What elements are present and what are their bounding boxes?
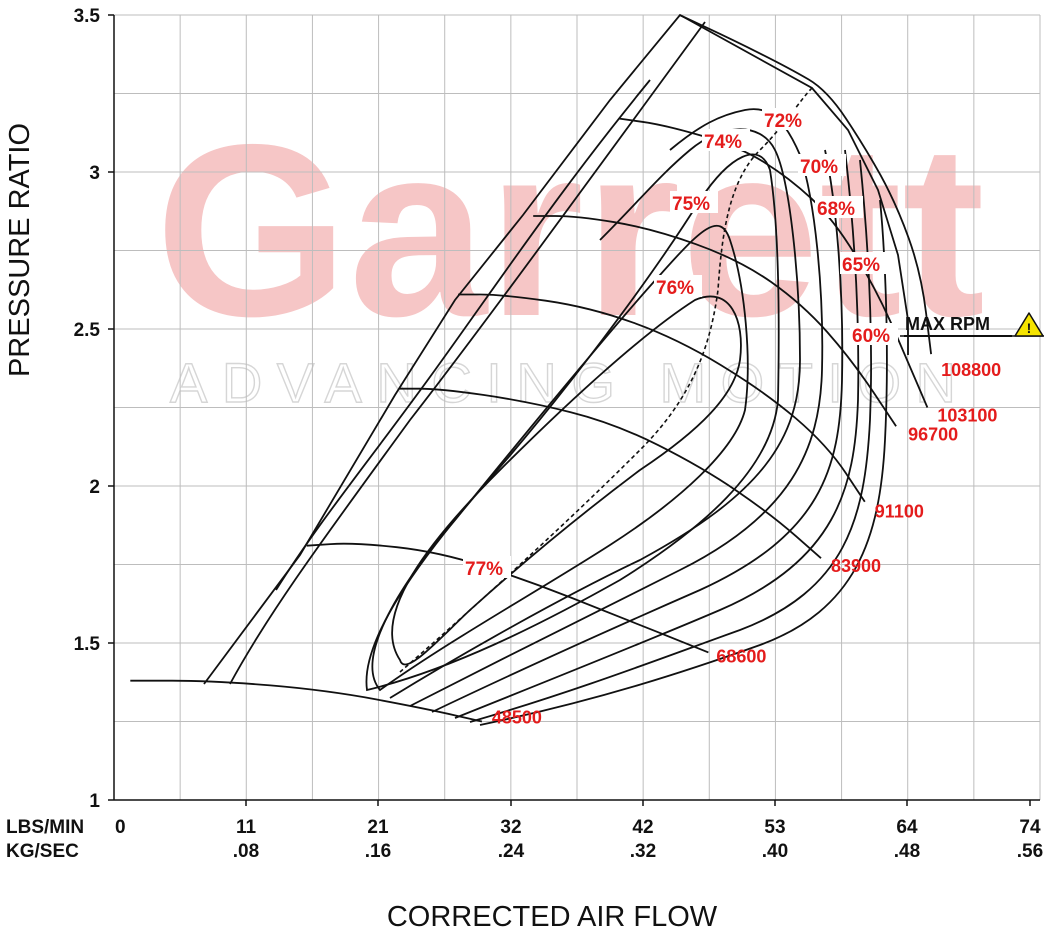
watermark-brand: Garrett bbox=[155, 93, 985, 367]
y-tick-label: 3.5 bbox=[74, 6, 101, 27]
map-curves bbox=[203, 13, 909, 726]
efficiency-label: 68% bbox=[817, 199, 855, 220]
speed-line-label: 96700 bbox=[908, 424, 958, 444]
surge-region-line bbox=[229, 21, 706, 685]
x-tick-label-kg: .48 bbox=[894, 841, 920, 862]
x-tick-label-lbs: 21 bbox=[367, 817, 389, 838]
efficiency-island-72 bbox=[409, 108, 824, 707]
speed-line-48500 bbox=[130, 679, 483, 723]
y-tick-label: 1 bbox=[89, 791, 100, 812]
x-tick-label-lbs: 53 bbox=[764, 817, 785, 838]
efficiency-label: 60% bbox=[852, 326, 890, 347]
x-tick-label-kg: .16 bbox=[365, 841, 391, 862]
efficiency-label: 77% bbox=[465, 559, 503, 580]
svg-text:!: ! bbox=[1027, 320, 1032, 336]
efficiency-label: 75% bbox=[672, 194, 710, 215]
speed-line-label: 108800 bbox=[941, 360, 1001, 380]
efficiency-labels: 77% 76% 75% 74% 72% 70% 68% 65% 60% bbox=[463, 108, 898, 580]
efficiency-island-74 bbox=[389, 128, 801, 699]
speed-line-91100 bbox=[458, 293, 866, 503]
x-tick-label-lbs: 64 bbox=[896, 817, 918, 838]
speed-line-label: 48500 bbox=[492, 708, 542, 728]
chart-grid bbox=[114, 14, 1041, 800]
max-rpm-label: MAX RPM bbox=[905, 314, 990, 334]
speed-line-108800 bbox=[679, 14, 932, 355]
efficiency-island-65 bbox=[469, 159, 872, 723]
speed-line-83900 bbox=[399, 387, 822, 559]
speed-line-label: 83900 bbox=[831, 556, 881, 576]
chart-axes: 1 1.5 2 2.5 3 3.5 0 11 .08 21 .16 32 .24 42 .32 53 .40 64… bbox=[74, 6, 1044, 862]
x-tick-label-kg: .24 bbox=[498, 841, 525, 862]
efficiency-island-70 bbox=[431, 149, 844, 713]
speed-line-label: 103100 bbox=[937, 406, 997, 426]
surge-region-line bbox=[275, 79, 651, 591]
x-units-lbs: LBS/MIN bbox=[6, 817, 84, 838]
warning-triangle-icon: ! bbox=[1014, 312, 1044, 337]
max-rpm-annotation: MAX RPM ! bbox=[900, 312, 1044, 337]
x-tick-label-kg: .56 bbox=[1017, 841, 1043, 862]
x-tick-label-lbs: 11 bbox=[236, 817, 257, 838]
speed-line-96700 bbox=[533, 215, 897, 427]
watermark: Garrett ADVANCING MOTION bbox=[155, 93, 990, 415]
y-tick-label: 2.5 bbox=[74, 320, 101, 341]
x-axis-title: CORRECTED AIR FLOW bbox=[387, 901, 718, 931]
peak-efficiency-line bbox=[399, 87, 813, 673]
efficiency-label: 74% bbox=[704, 132, 742, 153]
x-tick-label-lbs: 74 bbox=[1019, 817, 1041, 838]
x-tick-label-kg: .08 bbox=[233, 841, 259, 862]
x-tick-label-kg: .32 bbox=[630, 841, 656, 862]
speed-line-label: 68600 bbox=[716, 646, 766, 666]
x-tick-label-kg: .40 bbox=[762, 841, 788, 862]
y-tick-label: 1.5 bbox=[74, 634, 101, 655]
x-tick-label-lbs: 42 bbox=[632, 817, 653, 838]
y-tick-label: 3 bbox=[89, 163, 100, 184]
efficiency-island-60 bbox=[479, 199, 888, 726]
x-units-kg: KG/SEC bbox=[6, 841, 79, 862]
efficiency-label: 72% bbox=[764, 111, 802, 132]
efficiency-label: 76% bbox=[656, 278, 694, 299]
speed-line-label: 91100 bbox=[875, 502, 924, 522]
x-tick-label-lbs: 32 bbox=[500, 817, 521, 838]
x-tick-label-lbs: 0 bbox=[115, 817, 126, 838]
y-axis-title: PRESSURE RATIO bbox=[4, 123, 36, 377]
speed-line-68600 bbox=[306, 542, 709, 654]
watermark-tagline: ADVANCING MOTION bbox=[170, 351, 990, 414]
efficiency-label: 65% bbox=[842, 255, 880, 276]
efficiency-label: 70% bbox=[800, 157, 838, 178]
efficiency-island-75 bbox=[365, 153, 780, 692]
y-tick-label: 2 bbox=[89, 477, 100, 498]
